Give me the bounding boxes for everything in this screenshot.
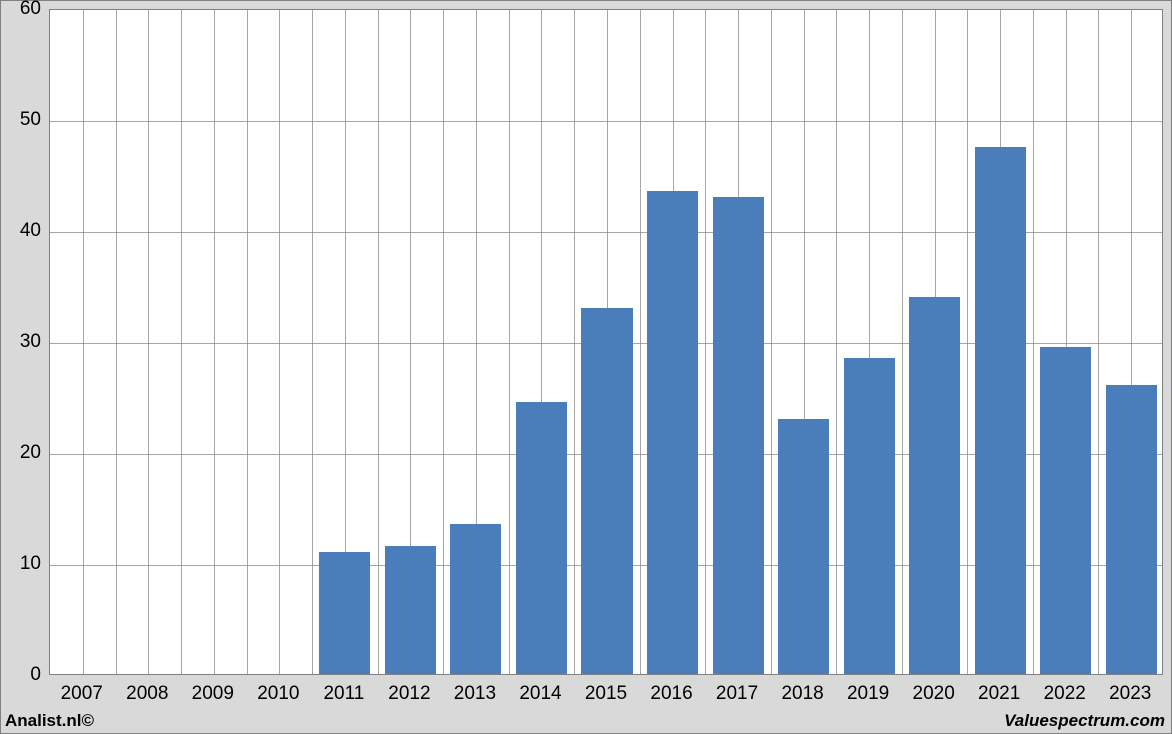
y-axis-tick-label: 50 (7, 109, 41, 131)
grid-line-vertical (574, 10, 575, 674)
grid-line-vertical-minor (148, 10, 149, 674)
x-axis-tick-label: 2011 (323, 683, 364, 705)
bar-2022 (1040, 347, 1091, 674)
grid-line-vertical (771, 10, 772, 674)
bar-2016 (647, 191, 698, 674)
grid-line-vertical (967, 10, 968, 674)
x-axis-tick-label: 2010 (257, 683, 299, 705)
x-axis-tick-label: 2023 (1109, 683, 1151, 705)
y-axis-tick-label: 20 (7, 442, 41, 464)
grid-line-vertical (443, 10, 444, 674)
x-axis-tick-label: 2016 (650, 683, 692, 705)
bar-2021 (975, 147, 1026, 674)
grid-line-vertical (1098, 10, 1099, 674)
grid-line-vertical-minor (83, 10, 84, 674)
grid-line-vertical (181, 10, 182, 674)
x-axis-tick-label: 2012 (388, 683, 430, 705)
y-axis-tick-label: 30 (7, 331, 41, 353)
x-axis-tick-label: 2021 (978, 683, 1020, 705)
grid-line-vertical (378, 10, 379, 674)
x-axis-tick-label: 2009 (192, 683, 234, 705)
grid-line-vertical (640, 10, 641, 674)
x-axis-tick-label: 2018 (781, 683, 823, 705)
x-axis-tick-label: 2008 (126, 683, 168, 705)
y-axis-tick-label: 40 (7, 220, 41, 242)
x-axis-tick-label: 2017 (716, 683, 758, 705)
bar-2015 (581, 308, 632, 674)
grid-line-vertical (247, 10, 248, 674)
x-axis-tick-label: 2007 (61, 683, 103, 705)
x-axis-tick-label: 2019 (847, 683, 889, 705)
grid-line-vertical-minor (279, 10, 280, 674)
bar-2013 (450, 524, 501, 674)
grid-line-vertical (1033, 10, 1034, 674)
footer-left-credit: Analist.nl© (5, 711, 94, 731)
footer-right-credit: Valuespectrum.com (1004, 711, 1165, 731)
grid-line-vertical (509, 10, 510, 674)
x-axis-tick-label: 2013 (454, 683, 496, 705)
plot-area (49, 9, 1163, 675)
grid-line-vertical (705, 10, 706, 674)
grid-line-vertical (902, 10, 903, 674)
grid-line-horizontal (50, 121, 1162, 122)
bar-2011 (319, 552, 370, 674)
y-axis-tick-label: 60 (7, 0, 41, 20)
bar-2014 (516, 402, 567, 674)
bar-2020 (909, 297, 960, 674)
grid-line-vertical (836, 10, 837, 674)
y-axis-tick-label: 0 (7, 664, 41, 686)
grid-line-vertical-minor (214, 10, 215, 674)
grid-line-vertical (312, 10, 313, 674)
bar-2018 (778, 419, 829, 674)
x-axis-tick-label: 2022 (1044, 683, 1086, 705)
bar-2019 (844, 358, 895, 674)
y-axis-tick-label: 10 (7, 553, 41, 575)
grid-line-vertical (116, 10, 117, 674)
chart-container: 0 10 20 30 40 50 60 2007 2008 2009 2010 2011 2012 20… (0, 0, 1172, 734)
bar-2012 (385, 546, 436, 674)
x-axis-tick-label: 2020 (913, 683, 955, 705)
x-axis-tick-label: 2015 (585, 683, 627, 705)
bar-2023 (1106, 385, 1157, 674)
x-axis-tick-label: 2014 (519, 683, 561, 705)
bar-2017 (713, 197, 764, 674)
